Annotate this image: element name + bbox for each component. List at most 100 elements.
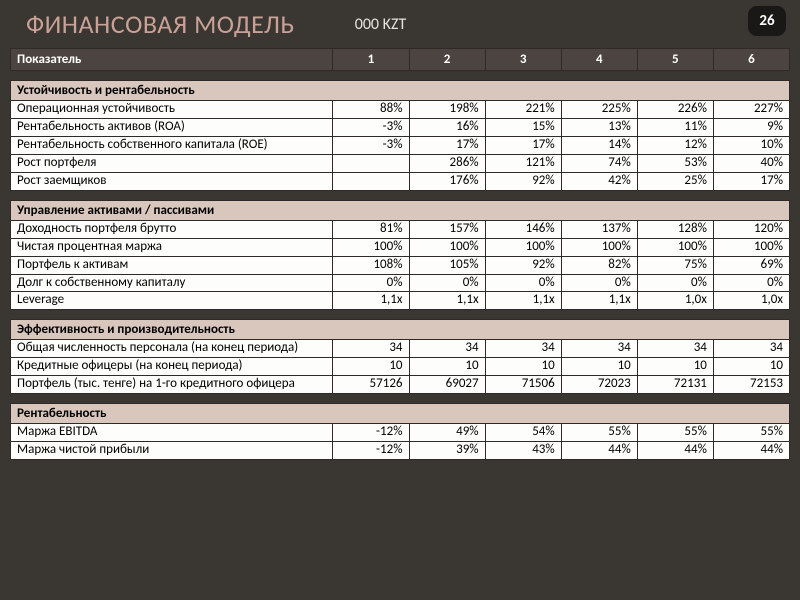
row-value: 10% — [713, 136, 789, 154]
row-value: 0% — [485, 274, 561, 292]
row-value: 34 — [333, 340, 409, 358]
row-value: 1,1x — [333, 292, 409, 310]
spacer-row — [11, 190, 790, 200]
row-value: 286% — [409, 154, 485, 172]
row-value: 43% — [485, 442, 561, 460]
row-value: 17% — [485, 136, 561, 154]
row-label: Портфель (тыс. тенге) на 1-го кредитного… — [11, 376, 333, 394]
row-value: 108% — [333, 256, 409, 274]
row-value: 55% — [561, 424, 637, 442]
row-label: Рентабельность активов (ROA) — [11, 118, 333, 136]
row-value: 1,1x — [409, 292, 485, 310]
row-value: 92% — [485, 172, 561, 190]
section-title: Управление активами / пассивами — [11, 200, 790, 220]
section-title: Устойчивость и рентабельность — [11, 81, 790, 101]
row-value: 157% — [409, 220, 485, 238]
section-header: Управление активами / пассивами — [11, 200, 790, 220]
table-row: Портфель (тыс. тенге) на 1-го кредитного… — [11, 376, 790, 394]
row-value: 10 — [637, 358, 713, 376]
section-header: Рентабельность — [11, 404, 790, 424]
header-col: 5 — [637, 49, 713, 71]
row-value: 0% — [637, 274, 713, 292]
row-value: 100% — [333, 238, 409, 256]
row-value: -3% — [333, 136, 409, 154]
header-col: 2 — [409, 49, 485, 71]
row-value: 49% — [409, 424, 485, 442]
row-value: -12% — [333, 442, 409, 460]
row-label: Портфель к активам — [11, 256, 333, 274]
row-value: 34 — [485, 340, 561, 358]
section-title: Эффективность и производительность — [11, 320, 790, 340]
title-bar: ФИНАНСОВАЯ МОДЕЛЬ 000 KZT 26 — [0, 0, 800, 46]
row-value: 10 — [713, 358, 789, 376]
row-value: 17% — [713, 172, 789, 190]
spacer-row — [11, 71, 790, 81]
row-value: 71506 — [485, 376, 561, 394]
table-row: Leverage1,1x1,1x1,1x1,1x1,0x1,0x — [11, 292, 790, 310]
row-value: 225% — [561, 101, 637, 119]
row-value: 14% — [561, 136, 637, 154]
table-row: Доходность портфеля брутто81%157%146%137… — [11, 220, 790, 238]
row-value: 12% — [637, 136, 713, 154]
table-row: Операционная устойчивость88%198%221%225%… — [11, 101, 790, 119]
row-value: 13% — [561, 118, 637, 136]
row-value: 121% — [485, 154, 561, 172]
header-col: 3 — [485, 49, 561, 71]
row-value: 100% — [713, 238, 789, 256]
row-value: 198% — [409, 101, 485, 119]
table-container: Показатель123456 Устойчивость и рентабель… — [0, 46, 800, 460]
row-value: 82% — [561, 256, 637, 274]
row-value: 10 — [561, 358, 637, 376]
header-label: Показатель — [11, 49, 333, 71]
table-row: Рост заемщиков176%92%42%25%17% — [11, 172, 790, 190]
row-value: 0% — [713, 274, 789, 292]
row-value: 72131 — [637, 376, 713, 394]
row-value: 100% — [485, 238, 561, 256]
row-value: 128% — [637, 220, 713, 238]
row-label: Операционная устойчивость — [11, 101, 333, 119]
table-row: Рентабельность активов (ROA)-3%16%15%13%… — [11, 118, 790, 136]
row-value: 40% — [713, 154, 789, 172]
table-row: Маржа EBITDA-12%49%54%55%55%55% — [11, 424, 790, 442]
row-value: -12% — [333, 424, 409, 442]
header-col: 4 — [561, 49, 637, 71]
row-value: 54% — [485, 424, 561, 442]
row-value: 42% — [561, 172, 637, 190]
section-header: Эффективность и производительность — [11, 320, 790, 340]
row-value: 10 — [333, 358, 409, 376]
row-value: 227% — [713, 101, 789, 119]
row-value: 11% — [637, 118, 713, 136]
row-value: 1,0x — [713, 292, 789, 310]
row-value: 53% — [637, 154, 713, 172]
spacer-row — [11, 310, 790, 320]
table-row: Рост портфеля286%121%74%53%40% — [11, 154, 790, 172]
table-header-row: Показатель123456 — [11, 49, 790, 71]
row-value: 100% — [409, 238, 485, 256]
row-label: Маржа чистой прибыли — [11, 442, 333, 460]
row-value: 10 — [409, 358, 485, 376]
financial-table: Показатель123456 Устойчивость и рентабель… — [10, 48, 790, 460]
table-row: Маржа чистой прибыли-12%39%43%44%44%44% — [11, 442, 790, 460]
row-label: Доходность портфеля брутто — [11, 220, 333, 238]
row-value: 81% — [333, 220, 409, 238]
row-value: 105% — [409, 256, 485, 274]
row-value: 10 — [485, 358, 561, 376]
row-label: Чистая процентная маржа — [11, 238, 333, 256]
row-value: 88% — [333, 101, 409, 119]
row-value: 0% — [409, 274, 485, 292]
row-label: Рентабельность собственного капитала (RO… — [11, 136, 333, 154]
row-value — [333, 154, 409, 172]
table-row: Чистая процентная маржа100%100%100%100%1… — [11, 238, 790, 256]
row-value: 15% — [485, 118, 561, 136]
row-value: 44% — [713, 442, 789, 460]
row-value — [333, 172, 409, 190]
section-title: Рентабельность — [11, 404, 790, 424]
row-value: 120% — [713, 220, 789, 238]
row-value: 16% — [409, 118, 485, 136]
row-value: 146% — [485, 220, 561, 238]
row-value: 74% — [561, 154, 637, 172]
header-col: 1 — [333, 49, 409, 71]
page-number-badge: 26 — [748, 6, 786, 36]
row-label: Общая численность персонала (на конец пе… — [11, 340, 333, 358]
row-value: 1,1x — [561, 292, 637, 310]
